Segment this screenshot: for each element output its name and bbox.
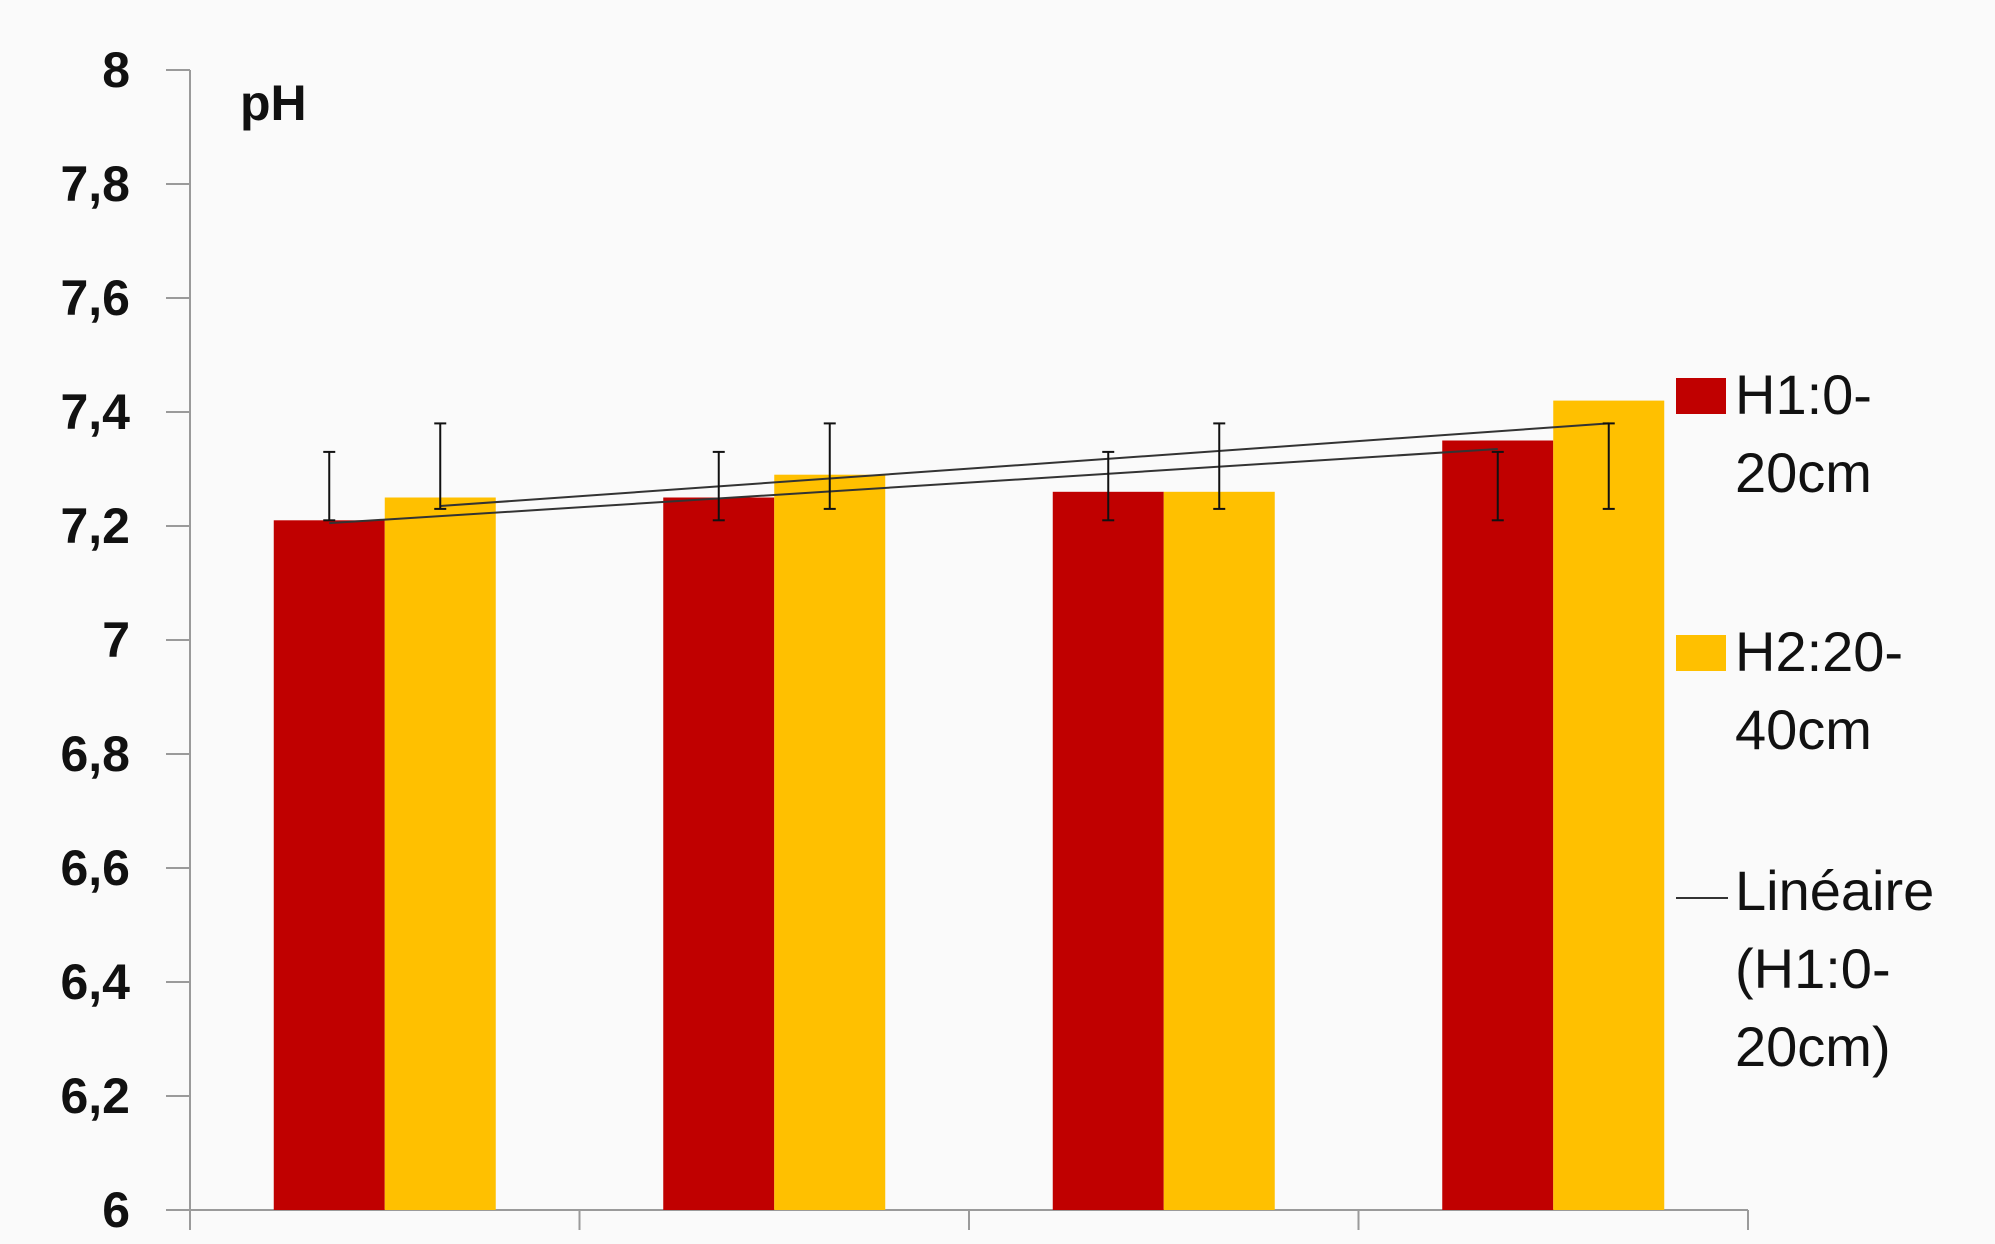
bar-h2 [1553, 400, 1665, 1211]
bar-h1 [273, 520, 385, 1210]
y-tick-label: 6,4 [60, 954, 130, 1010]
bar-h2 [1163, 491, 1275, 1210]
legend-swatch [1676, 635, 1726, 671]
legend-label: 40cm [1735, 698, 1872, 761]
bar-h1 [663, 497, 775, 1210]
y-tick-label: 7,6 [60, 270, 130, 326]
y-tick-label: 6 [102, 1182, 130, 1238]
legend-label: Linéaire [1735, 859, 1934, 922]
bar-h1 [1052, 491, 1164, 1210]
y-tick-label: 7 [102, 612, 130, 668]
legend-label: (H1:0- [1735, 937, 1891, 1000]
y-tick-label: 6,2 [60, 1068, 130, 1124]
y-unit-label: pH [240, 75, 307, 131]
legend-label: 20cm) [1735, 1015, 1891, 1078]
y-tick-label: 6,6 [60, 840, 130, 896]
legend-swatch [1676, 378, 1726, 414]
bar-h1 [1442, 440, 1554, 1210]
y-tick-label: 7,2 [60, 498, 130, 554]
bar-h2 [774, 474, 886, 1210]
bar-h2 [384, 497, 496, 1210]
legend-label: 20cm [1735, 441, 1872, 504]
trendline [440, 422, 1609, 508]
legend-label: H1:0- [1735, 363, 1872, 426]
y-tick-label: 8 [102, 42, 130, 98]
y-tick-label: 7,4 [60, 384, 130, 440]
trendline [329, 448, 1498, 525]
y-tick-label: 6,8 [60, 726, 130, 782]
y-tick-label: 7,8 [60, 156, 130, 212]
legend-label: H2:20- [1735, 620, 1903, 683]
